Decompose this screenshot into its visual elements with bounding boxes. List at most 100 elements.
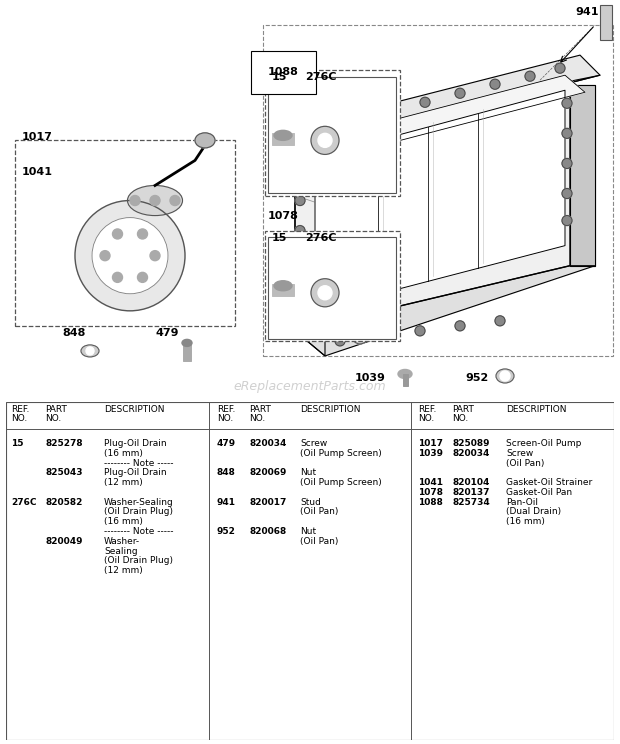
Text: Plug-Oil Drain: Plug-Oil Drain [104, 468, 167, 478]
Text: Nut: Nut [300, 527, 316, 536]
Text: 15: 15 [11, 439, 24, 448]
Ellipse shape [182, 339, 192, 347]
Bar [268, 77, 396, 193]
Circle shape [420, 97, 430, 107]
Circle shape [295, 196, 305, 205]
Text: (16 mm): (16 mm) [104, 449, 143, 458]
Polygon shape [295, 86, 570, 331]
Text: 820049: 820049 [45, 536, 83, 546]
Text: Washer-Sealing: Washer-Sealing [104, 498, 174, 507]
Text: 1039: 1039 [355, 373, 386, 383]
Text: 276C: 276C [11, 498, 37, 507]
Circle shape [311, 126, 339, 155]
Text: 15: 15 [272, 233, 288, 243]
Circle shape [562, 158, 572, 168]
Text: 15: 15 [272, 72, 288, 82]
Text: -------- Note -----: -------- Note ----- [104, 527, 174, 536]
Text: REF.: REF. [217, 405, 235, 414]
Text: DESCRIPTION: DESCRIPTION [104, 405, 165, 414]
Circle shape [170, 196, 180, 205]
Text: (Oil Pan): (Oil Pan) [506, 458, 544, 467]
Text: 820034: 820034 [452, 449, 489, 458]
Text: (12 mm): (12 mm) [104, 478, 143, 487]
Polygon shape [570, 86, 595, 266]
Text: DESCRIPTION: DESCRIPTION [300, 405, 361, 414]
Text: 820104: 820104 [452, 478, 489, 487]
Text: 479: 479 [155, 328, 179, 338]
Text: 1078: 1078 [268, 211, 299, 220]
Text: REF.: REF. [11, 405, 30, 414]
Text: Nut: Nut [300, 468, 316, 478]
Text: Screw: Screw [506, 449, 533, 458]
Text: 820582: 820582 [45, 498, 83, 507]
Text: Sealing: Sealing [104, 547, 138, 556]
Circle shape [150, 251, 160, 260]
Circle shape [385, 105, 395, 115]
Text: Pan-Oil: Pan-Oil [506, 498, 538, 507]
Bar [600, 5, 612, 40]
Text: Screen-Oil Pump: Screen-Oil Pump [506, 439, 582, 448]
Circle shape [318, 133, 332, 147]
Text: 479: 479 [217, 439, 236, 448]
Text: 848: 848 [62, 328, 86, 338]
Circle shape [315, 125, 325, 135]
Text: (Oil Drain Plug): (Oil Drain Plug) [104, 557, 173, 565]
Circle shape [350, 115, 360, 125]
Text: NO.: NO. [45, 414, 61, 423]
Text: NO.: NO. [418, 414, 434, 423]
Text: 1088: 1088 [418, 498, 443, 507]
Polygon shape [315, 75, 585, 158]
Text: Gasket-Oil Pan: Gasket-Oil Pan [506, 488, 572, 497]
Text: 825278: 825278 [45, 439, 83, 448]
Text: 941: 941 [575, 7, 598, 17]
Ellipse shape [81, 345, 99, 357]
Circle shape [455, 89, 465, 98]
Ellipse shape [195, 133, 215, 148]
Text: 1041: 1041 [22, 167, 53, 178]
Polygon shape [305, 55, 600, 145]
Polygon shape [295, 266, 595, 356]
Bar [265, 70, 400, 196]
Bar [272, 283, 294, 296]
Ellipse shape [274, 130, 292, 141]
Text: 1041: 1041 [418, 478, 443, 487]
Text: Screw: Screw [300, 439, 327, 448]
Text: NO.: NO. [217, 414, 233, 423]
Bar [268, 237, 396, 339]
Text: Washer-: Washer- [104, 536, 140, 546]
Circle shape [500, 371, 510, 381]
Polygon shape [295, 150, 325, 356]
Circle shape [525, 71, 535, 81]
Circle shape [92, 217, 168, 294]
Text: (16 mm): (16 mm) [506, 517, 545, 526]
Circle shape [130, 196, 140, 205]
Circle shape [138, 272, 148, 283]
Text: 848: 848 [217, 468, 236, 478]
Text: 1078: 1078 [418, 488, 443, 497]
Text: (Oil Pan): (Oil Pan) [300, 507, 339, 516]
Text: DESCRIPTION: DESCRIPTION [506, 405, 567, 414]
Text: 825043: 825043 [45, 468, 83, 478]
Circle shape [112, 229, 123, 239]
Circle shape [335, 336, 345, 346]
Circle shape [311, 279, 339, 307]
Text: Plug-Oil Drain: Plug-Oil Drain [104, 439, 167, 448]
Text: NO.: NO. [11, 414, 27, 423]
Bar [15, 141, 235, 326]
Bar [265, 231, 400, 341]
Text: 952: 952 [217, 527, 236, 536]
Circle shape [415, 326, 425, 336]
Text: (Dual Drain): (Dual Drain) [506, 507, 561, 516]
Text: REF.: REF. [418, 405, 436, 414]
Text: PART: PART [249, 405, 271, 414]
Ellipse shape [398, 370, 412, 379]
Circle shape [318, 286, 332, 300]
Text: 820034: 820034 [249, 439, 286, 448]
Text: eReplacementParts.com: eReplacementParts.com [234, 379, 386, 393]
Text: 820068: 820068 [249, 527, 286, 536]
Ellipse shape [496, 369, 514, 383]
Text: (16 mm): (16 mm) [104, 517, 143, 526]
Polygon shape [300, 75, 600, 150]
Text: (12 mm): (12 mm) [104, 566, 143, 575]
Circle shape [112, 272, 123, 283]
